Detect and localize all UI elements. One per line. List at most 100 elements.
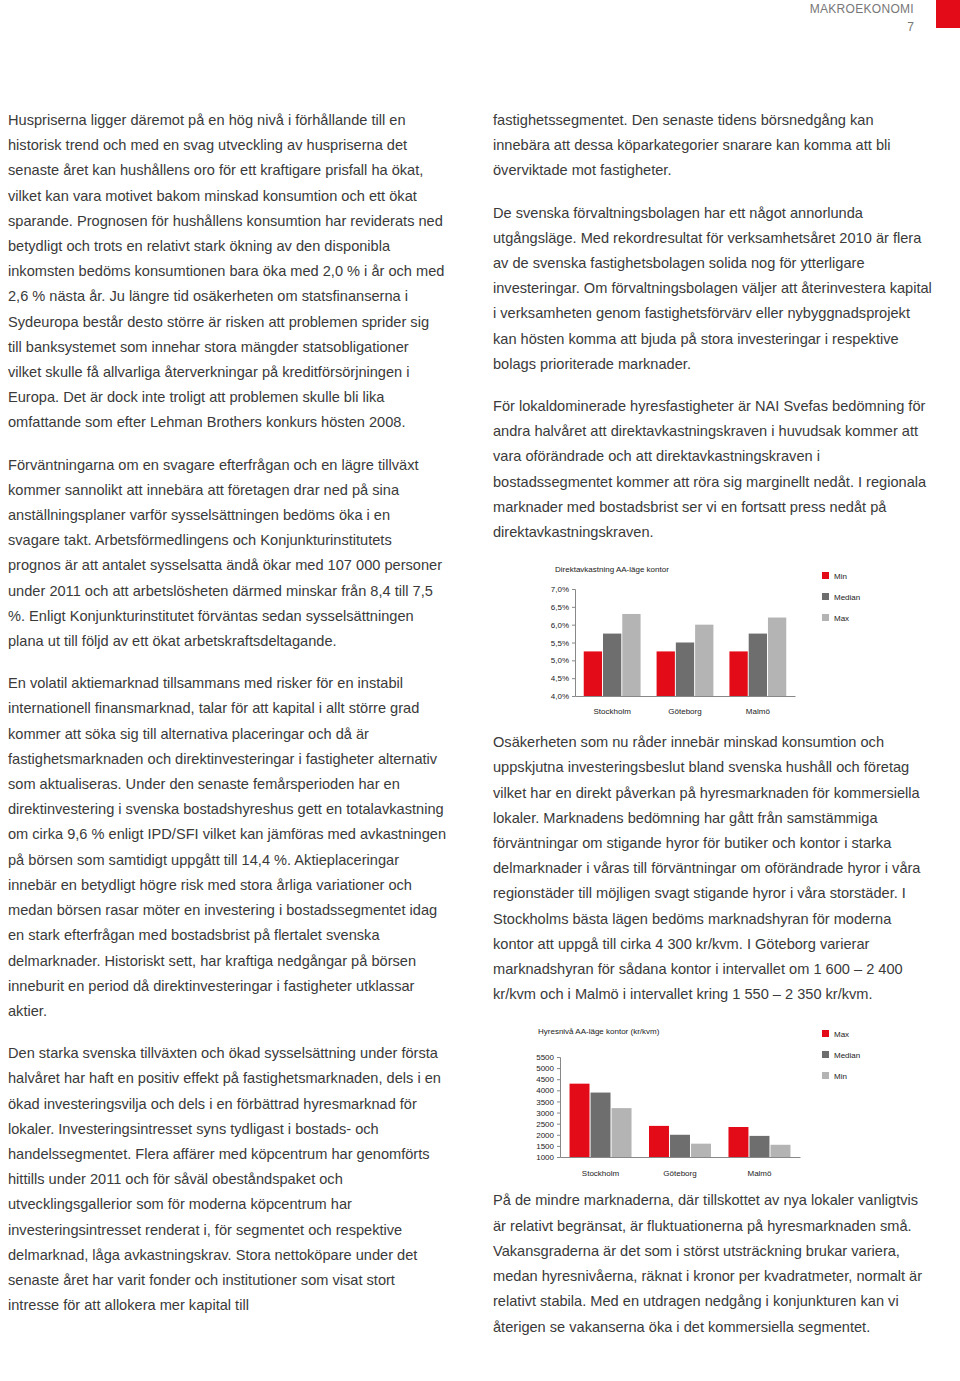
y-tick-mark bbox=[557, 1057, 560, 1058]
paragraph: Huspriserna ligger däremot på en hög niv… bbox=[8, 108, 446, 436]
y-tick-label: 4,0% bbox=[551, 692, 569, 701]
y-tick: 2000 bbox=[536, 1131, 560, 1140]
y-tick-label: 4,5% bbox=[551, 674, 569, 683]
y-tick: 5500 bbox=[536, 1054, 560, 1063]
x-tick-label: Malmö bbox=[746, 707, 771, 716]
y-tick-mark bbox=[572, 625, 575, 626]
y-tick-label: 5,0% bbox=[551, 657, 569, 666]
paragraph: De svenska förvaltningsbolagen har ett n… bbox=[493, 201, 933, 377]
bar bbox=[695, 625, 713, 696]
x-axis-line bbox=[576, 696, 796, 697]
bar bbox=[649, 1126, 669, 1157]
y-tick-mark bbox=[572, 607, 575, 608]
y-tick-label: 1000 bbox=[536, 1154, 554, 1163]
y-tick-label: 5000 bbox=[536, 1065, 554, 1074]
y-tick: 4,0% bbox=[551, 692, 575, 701]
left-column: Huspriserna ligger däremot på en hög niv… bbox=[8, 108, 446, 1335]
y-tick: 4,5% bbox=[551, 674, 575, 683]
x-tick: Malmö bbox=[747, 1157, 772, 1178]
y-tick: 4500 bbox=[536, 1076, 560, 1085]
bar bbox=[749, 1136, 769, 1157]
y-tick-label: 3500 bbox=[536, 1098, 554, 1107]
y-tick: 7,0% bbox=[551, 585, 575, 594]
bar bbox=[622, 614, 640, 696]
y-tick-mark bbox=[572, 678, 575, 679]
y-tick-label: 5,5% bbox=[551, 639, 569, 648]
x-tick: Malmö bbox=[746, 696, 771, 716]
y-tick-mark bbox=[557, 1091, 560, 1092]
y-tick-mark bbox=[572, 643, 575, 644]
y-tick: 5000 bbox=[536, 1065, 560, 1074]
bar bbox=[676, 643, 694, 697]
y-tick: 3500 bbox=[536, 1098, 560, 1107]
y-tick: 1000 bbox=[536, 1154, 560, 1163]
x-tick: Stockholm bbox=[582, 1157, 620, 1178]
bar bbox=[612, 1109, 632, 1158]
paragraph: fastighetssegmentet. Den senaste tidens … bbox=[493, 108, 933, 184]
y-tick-label: 4000 bbox=[536, 1087, 554, 1096]
y-tick-mark bbox=[557, 1157, 560, 1158]
bar-chart: Hyresnivå AA-läge kontor (kr/kvm) 1000 150… bbox=[493, 1024, 933, 1180]
bar bbox=[570, 1084, 590, 1157]
chart-title: Hyresnivå AA-läge kontor (kr/kvm) bbox=[538, 1027, 660, 1036]
y-tick: 2500 bbox=[536, 1120, 560, 1129]
paragraph: Förväntningarna om en svagare efterfråga… bbox=[8, 453, 446, 655]
paragraph: På de mindre marknaderna, där tillskotte… bbox=[493, 1188, 933, 1339]
y-tick-mark bbox=[557, 1102, 560, 1103]
paragraph: En volatil aktiemarknad tillsammans med … bbox=[8, 671, 446, 1024]
y-tick-mark bbox=[572, 696, 575, 697]
legend-label: Max bbox=[834, 614, 849, 623]
x-tick-label: Stockholm bbox=[593, 707, 631, 716]
x-axis: Stockholm Göteborg Malmö bbox=[561, 1157, 801, 1178]
y-tick-label: 7,0% bbox=[551, 585, 569, 594]
x-tick-label: Malmö bbox=[747, 1169, 772, 1178]
y-tick-label: 5500 bbox=[536, 1054, 554, 1063]
y-axis-line bbox=[557, 1058, 561, 1158]
y-tick-label: 4500 bbox=[536, 1076, 554, 1085]
paragraph: Den starka svenska tillväxten och ökad s… bbox=[8, 1041, 446, 1318]
y-tick-mark bbox=[572, 661, 575, 662]
x-axis: Stockholm Göteborg Malmö bbox=[576, 696, 796, 716]
bars bbox=[584, 614, 787, 696]
x-tick: Göteborg bbox=[668, 696, 701, 716]
bars bbox=[570, 1084, 791, 1157]
y-tick-mark bbox=[572, 589, 575, 590]
y-tick-label: 2500 bbox=[536, 1120, 554, 1129]
legend-swatch bbox=[822, 1051, 829, 1058]
y-tick: 6,0% bbox=[551, 621, 575, 630]
legend-swatch bbox=[822, 614, 829, 621]
bar bbox=[691, 1144, 711, 1157]
y-tick-mark bbox=[557, 1069, 560, 1070]
legend: MinMedianMax bbox=[822, 572, 860, 623]
y-tick: 5,0% bbox=[551, 657, 575, 666]
legend: MaxMedianMin bbox=[822, 1030, 860, 1081]
y-tick-mark bbox=[557, 1113, 560, 1114]
page-number: 7 bbox=[907, 20, 914, 34]
legend-swatch bbox=[822, 572, 829, 579]
y-tick-label: 1500 bbox=[536, 1142, 554, 1151]
bar bbox=[729, 652, 747, 697]
y-axis-line bbox=[572, 590, 576, 697]
legend-label: Min bbox=[834, 1072, 847, 1081]
paragraph: Osäkerheten som nu råder innebär minskad… bbox=[493, 730, 933, 1007]
legend-swatch bbox=[822, 1030, 829, 1037]
y-axis: 4,0%4,5%5,0%5,5%6,0%6,5%7,0% bbox=[551, 585, 576, 701]
y-tick: 3000 bbox=[536, 1109, 560, 1118]
legend-swatch bbox=[822, 593, 829, 600]
bar bbox=[670, 1135, 690, 1157]
y-axis: 1000 1500 2000 2500 3000 3500 4000 4500 5000 5500 bbox=[536, 1054, 560, 1163]
bar bbox=[603, 634, 621, 696]
chart-title: Direktavkastning AA-läge kontor bbox=[555, 565, 669, 574]
bar bbox=[584, 652, 602, 697]
y-tick-mark bbox=[557, 1124, 560, 1125]
x-tick-label: Göteborg bbox=[663, 1169, 696, 1178]
y-tick-mark bbox=[557, 1146, 560, 1147]
x-axis-line bbox=[561, 1157, 801, 1158]
bar-chart: Direktavkastning AA-läge kontor 4,0% 4,5% 5… bbox=[493, 562, 933, 718]
y-tick: 5,5% bbox=[551, 639, 575, 648]
x-tick: Göteborg bbox=[663, 1157, 696, 1178]
x-tick: Stockholm bbox=[593, 696, 631, 716]
y-tick-label: 2000 bbox=[536, 1131, 554, 1140]
y-tick-label: 3000 bbox=[536, 1109, 554, 1118]
y-tick-mark bbox=[557, 1135, 560, 1136]
